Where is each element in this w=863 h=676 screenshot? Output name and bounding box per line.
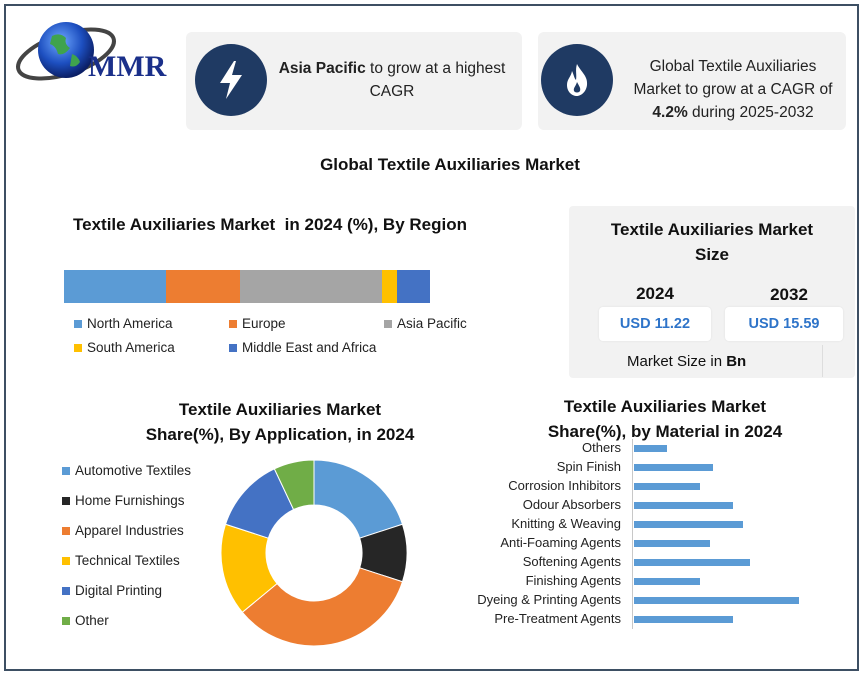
legend-label: Asia Pacific [397, 316, 467, 331]
region-bar-segment-north-america [64, 270, 167, 303]
logo: MMR [14, 18, 179, 84]
legend-swatch [229, 319, 237, 328]
market-size-unit: Market Size in Bn [617, 345, 823, 377]
legend-label: Digital Printing [75, 583, 163, 598]
legend-item-digital-printing: Digital Printing [62, 583, 162, 598]
legend-swatch [384, 319, 392, 328]
legend-label: Technical Textiles [75, 553, 180, 568]
legend-swatch [62, 526, 70, 535]
material-bar-softening-agents [634, 559, 750, 566]
legend-swatch [74, 319, 82, 328]
legend-label: North America [87, 316, 173, 331]
legend-item-technical-textiles: Technical Textiles [62, 553, 180, 568]
region-bar-segment-europe [166, 270, 240, 303]
legend-swatch [62, 586, 70, 595]
legend-label: Home Furnishings [75, 493, 185, 508]
legend-item-europe: Europe [229, 316, 286, 331]
infographic-frame [4, 4, 859, 671]
legend-swatch [229, 343, 237, 352]
size-2032-value: USD 15.59 [725, 307, 843, 341]
region-bar-segment-middle-east-and-africa [397, 270, 430, 303]
material-bar-others [634, 445, 667, 452]
legend-swatch [62, 556, 70, 565]
material-bar-corrosion-inhibitors [634, 483, 700, 490]
application-chart-title: Textile Auxiliaries Market Share(%), By A… [145, 400, 415, 444]
donut-slice-other [273, 459, 315, 511]
legend-item-asia-pacific: Asia Pacific [384, 316, 467, 331]
legend-swatch [62, 466, 70, 475]
material-label-spin-finish: Spin Finish [556, 459, 621, 474]
year-2024-label: 2024 [636, 284, 674, 303]
size-2024-value: USD 11.22 [599, 307, 711, 341]
card2-text: Global Textile Auxiliaries Market to gro… [633, 58, 833, 121]
flame-icon [541, 44, 613, 116]
material-bar-dyeing-printing-agents [634, 597, 799, 604]
legend-label: Other [75, 613, 109, 628]
legend-label: Europe [242, 316, 286, 331]
region-chart-title: Textile Auxiliaries Market in 2024 (%), … [73, 215, 467, 234]
main-title: Global Textile Auxiliaries Market [320, 155, 580, 174]
material-bar-spin-finish [634, 464, 714, 471]
legend-swatch [74, 343, 82, 352]
legend-item-north-america: North America [74, 316, 173, 331]
legend-item-south-america: South America [74, 340, 175, 355]
material-label-dyeing-printing-agents: Dyeing & Printing Agents [477, 592, 621, 607]
legend-item-automotive-textiles: Automotive Textiles [62, 463, 191, 478]
material-label-others: Others [581, 440, 621, 455]
legend-item-home-furnishings: Home Furnishings [62, 493, 185, 508]
highlight-card-cagr: Global Textile Auxiliaries Market to gro… [538, 32, 846, 130]
legend-item-apparel-industries: Apparel Industries [62, 523, 184, 538]
material-axis-line [632, 439, 633, 629]
material-bar-odour-absorbers [634, 502, 733, 509]
material-label-anti-foaming-agents: Anti-Foaming Agents [500, 535, 621, 550]
legend-label: Apparel Industries [75, 523, 184, 538]
legend-item-middle-east-and-africa: Middle East and Africa [229, 340, 376, 355]
material-label-knitting-weaving: Knitting & Weaving [511, 516, 621, 531]
material-label-odour-absorbers: Odour Absorbers [522, 497, 621, 512]
material-label-pre-treatment-agents: Pre-Treatment Agents [494, 611, 621, 626]
material-label-corrosion-inhibitors: Corrosion Inhibitors [508, 478, 621, 493]
card1-text: Asia Pacific to grow at a highest CAGR [278, 60, 506, 100]
legend-label: Automotive Textiles [75, 463, 192, 478]
market-size-title: Textile Auxiliaries Market Size [610, 220, 814, 264]
year-2032-label: 2032 [770, 285, 808, 304]
region-bar-segment-asia-pacific [239, 270, 383, 303]
application-donut-chart [220, 459, 408, 647]
highlight-card-asia-pacific: Asia Pacific to grow at a highest CAGR [186, 32, 522, 130]
donut-slice-automotive-textiles [313, 459, 404, 539]
material-bar-knitting-weaving [634, 521, 743, 528]
material-bar-anti-foaming-agents [634, 540, 710, 547]
legend-swatch [62, 496, 70, 505]
legend-swatch [62, 616, 70, 625]
legend-label: Middle East and Africa [242, 340, 377, 355]
material-chart-title: Textile Auxiliaries Market Share(%), by M… [547, 397, 783, 441]
material-bar-finishing-agents [634, 578, 700, 585]
lightning-icon [195, 44, 267, 116]
donut-slice-apparel-industries [241, 567, 404, 647]
material-label-finishing-agents: Finishing Agents [525, 573, 621, 588]
region-stacked-bar [64, 270, 430, 303]
region-bar-segment-south-america [382, 270, 398, 303]
svg-text:MMR: MMR [88, 50, 167, 83]
material-bar-pre-treatment-agents [634, 616, 733, 623]
globe-icon: MMR [16, 22, 167, 83]
material-label-softening-agents: Softening Agents [522, 554, 621, 569]
market-size-panel: Textile Auxiliaries Market Size 2024 2032… [569, 206, 855, 378]
legend-item-other: Other [62, 613, 109, 628]
legend-label: South America [87, 340, 175, 355]
